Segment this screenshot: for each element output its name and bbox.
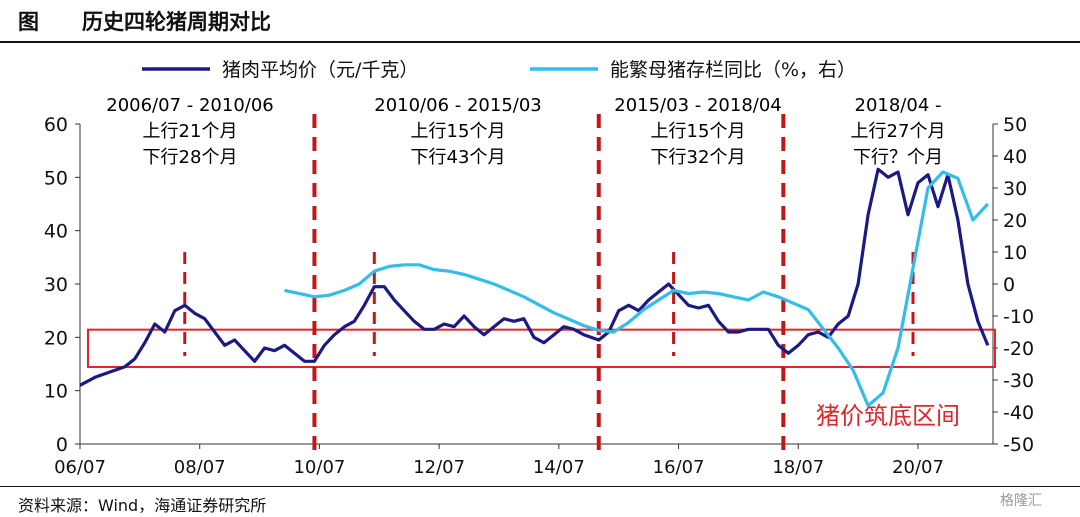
y-left-tick-label: 0 bbox=[56, 434, 68, 456]
x-tick-label: 18/07 bbox=[772, 457, 824, 478]
y-right-tick-label: 10 bbox=[1003, 242, 1027, 264]
cycle-up: 上行15个月 bbox=[411, 121, 506, 142]
x-tick-label: 16/07 bbox=[653, 457, 705, 478]
y-right-tick-label: -20 bbox=[1003, 338, 1034, 360]
x-tick-label: 14/07 bbox=[533, 457, 585, 478]
y-right-tick-label: -40 bbox=[1003, 402, 1034, 424]
chart-svg: 猪肉平均价（元/千克） 能繁母猪存栏同比（%，右） 2006/07 - 2010… bbox=[44, 59, 1034, 478]
y-left-tick-label: 50 bbox=[44, 167, 68, 189]
y-right-tick-label: 50 bbox=[1003, 114, 1027, 136]
cycle-up: 上行21个月 bbox=[143, 121, 238, 142]
legend-label-sow: 能繁母猪存栏同比（%，右） bbox=[610, 59, 856, 81]
source-note: 资料来源：Wind，海通证券研究所 bbox=[18, 496, 267, 515]
watermark-logo: 格隆汇 bbox=[1000, 493, 1042, 509]
cycle-annotation-2: 2010/06 - 2015/03 上行15个月 下行43个月 bbox=[374, 95, 542, 168]
cycle-annotation-3: 2015/03 - 2018/04 上行15个月 下行32个月 bbox=[614, 95, 782, 168]
figure-label: 图 bbox=[18, 10, 39, 34]
cycle-period: 2018/04 - bbox=[855, 95, 942, 116]
y-left-tick-label: 20 bbox=[44, 327, 68, 349]
footer-divider bbox=[0, 486, 1080, 487]
chart-title: 历史四轮猪周期对比 bbox=[82, 10, 271, 34]
cycle-down: 下行43个月 bbox=[411, 147, 506, 168]
y-left-tick-label: 60 bbox=[44, 114, 68, 136]
plot-area: 0 10 20 30 40 50 60 50 40 30 20 10 0 -10 -20 -30 -40 -50 0… bbox=[44, 114, 1034, 478]
x-tick-label: 08/07 bbox=[174, 457, 226, 478]
y-right-tick-label: -10 bbox=[1003, 306, 1034, 328]
x-tick-label: 10/07 bbox=[293, 457, 345, 478]
cycle-up: 上行27个月 bbox=[851, 121, 946, 142]
y-right-tick-label: 20 bbox=[1003, 210, 1027, 232]
cycle-period: 2006/07 - 2010/06 bbox=[106, 95, 274, 116]
y-right-tick-label: -30 bbox=[1003, 370, 1034, 392]
x-tick-label: 06/07 bbox=[54, 457, 106, 478]
x-tick-label: 12/07 bbox=[413, 457, 465, 478]
y-right-tick-label: 30 bbox=[1003, 178, 1027, 200]
cycle-down: 下行？个月 bbox=[853, 147, 943, 168]
legend: 猪肉平均价（元/千克） 能繁母猪存栏同比（%，右） bbox=[142, 59, 856, 81]
cycle-period: 2010/06 - 2015/03 bbox=[374, 95, 542, 116]
series-line-sow-yoy bbox=[284, 170, 989, 408]
y-right-tick-label: -50 bbox=[1003, 434, 1034, 456]
cycle-up: 上行15个月 bbox=[651, 121, 746, 142]
bottom-band-label: 猪价筑底区间 bbox=[816, 402, 960, 430]
y-right-tick-label: 0 bbox=[1003, 274, 1015, 296]
bottom-band-box bbox=[87, 328, 996, 368]
series-line-pork-price bbox=[79, 167, 990, 387]
y-left-tick-label: 40 bbox=[44, 221, 68, 243]
cycle-down: 下行32个月 bbox=[651, 147, 746, 168]
x-tick-label: 20/07 bbox=[892, 457, 944, 478]
y-left-tick-label: 30 bbox=[44, 274, 68, 296]
y-left-tick-label: 10 bbox=[44, 381, 68, 403]
cycle-period: 2015/03 - 2018/04 bbox=[614, 95, 782, 116]
title-divider bbox=[0, 41, 1080, 43]
legend-label-price: 猪肉平均价（元/千克） bbox=[222, 59, 418, 81]
cycle-annotation-1: 2006/07 - 2010/06 上行21个月 下行28个月 bbox=[106, 95, 274, 168]
figure-title-bar: 图 历史四轮猪周期对比 bbox=[0, 0, 1080, 44]
cycle-annotation-4: 2018/04 - 上行27个月 下行？个月 bbox=[851, 95, 946, 168]
cycle-down: 下行28个月 bbox=[143, 147, 238, 168]
y-right-tick-label: 40 bbox=[1003, 146, 1027, 168]
